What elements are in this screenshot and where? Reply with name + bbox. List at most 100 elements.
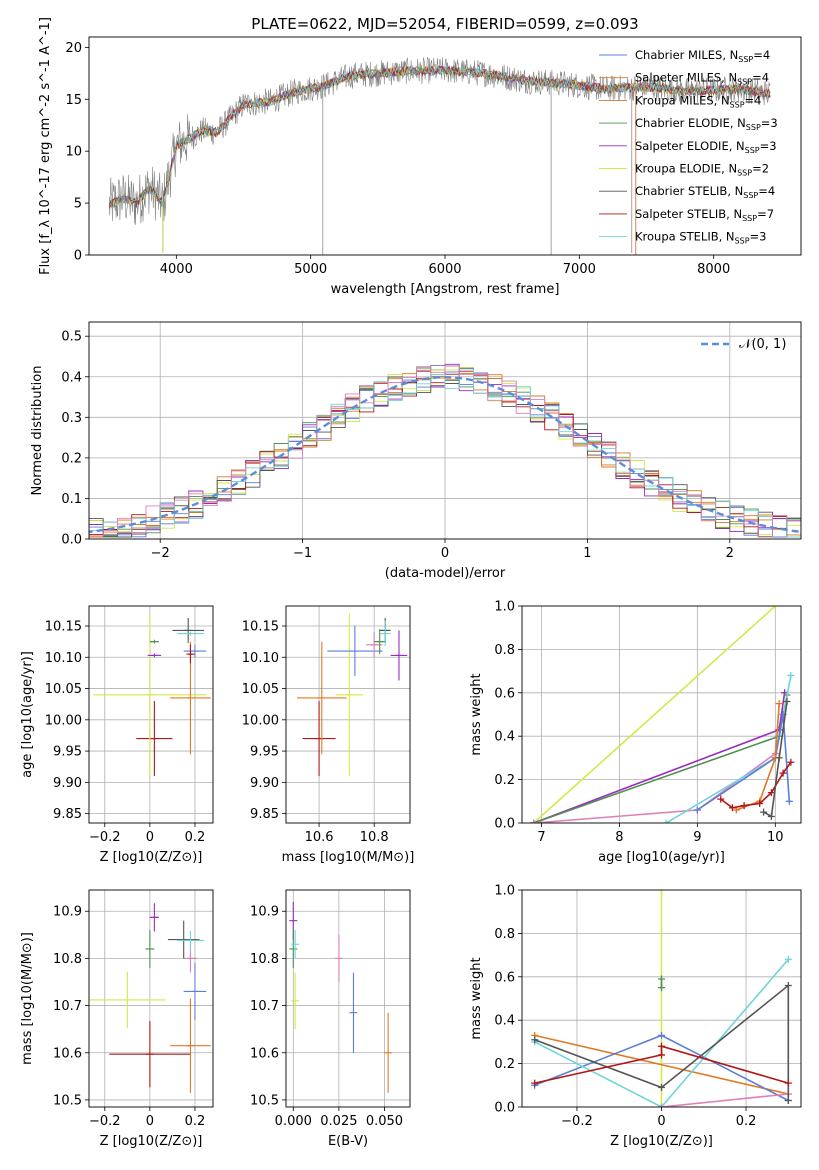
legend-label: Chabrier ELODIE, NSSP=3 bbox=[635, 116, 778, 132]
y-tick-label: 0.2 bbox=[61, 451, 82, 466]
weight-marker bbox=[784, 955, 792, 963]
y-tick-label: 9.85 bbox=[53, 807, 82, 822]
y-tick-label: 10.9 bbox=[250, 905, 279, 920]
model-line-kroupa-stelib bbox=[108, 64, 771, 209]
plot-area-age_vs_mass bbox=[286, 606, 410, 823]
weight-line bbox=[534, 1034, 789, 1095]
weight-marker bbox=[717, 795, 725, 803]
legend-label: Salpeter MILES, NSSP=4 bbox=[635, 71, 769, 87]
weight-marker bbox=[658, 1051, 665, 1059]
x-tick-label: 8000 bbox=[697, 262, 730, 277]
y-tick-label: 0.4 bbox=[494, 1014, 515, 1029]
axes-age_vs_Z: −0.2 0 0.2 9.85 9.90 9.95 10.00 10.05 10.10 10.15… bbox=[20, 605, 214, 865]
weight-marker bbox=[784, 1079, 792, 1087]
plot-area-weight_vs_age bbox=[522, 606, 801, 823]
y-tick-label: 10.7 bbox=[250, 999, 279, 1014]
x-tick-label: 7000 bbox=[563, 262, 596, 277]
axes-frame bbox=[88, 889, 214, 1108]
legend-label: Chabrier MILES, NSSP=4 bbox=[635, 48, 770, 64]
normal-legend-label: 𝒩(0, 1) bbox=[739, 337, 786, 352]
x-axis-label: age [log10(age/yr)] bbox=[598, 850, 725, 865]
weight-marker bbox=[658, 984, 665, 992]
x-tick-label: 5000 bbox=[294, 262, 327, 277]
weight-marker bbox=[531, 1036, 539, 1044]
y-tick-label: 0 bbox=[74, 249, 82, 264]
weight-line bbox=[534, 983, 790, 1101]
weight-marker bbox=[658, 1031, 665, 1039]
axes-frame bbox=[521, 889, 802, 1108]
weight-line bbox=[534, 958, 789, 1107]
y-tick-label: 10 bbox=[65, 145, 82, 160]
y-tick-label: 0.6 bbox=[494, 686, 515, 701]
weight-marker bbox=[658, 1083, 665, 1091]
y-tick-label: 10.15 bbox=[242, 620, 279, 635]
y-tick-label: 9.90 bbox=[250, 776, 279, 791]
x-axis-label: Z [log10(Z/Z⊙)] bbox=[100, 1134, 203, 1149]
y-tick-label: 0.5 bbox=[61, 330, 82, 345]
y-axis-label: Normed distribution bbox=[30, 366, 45, 496]
y-tick-label: 10.5 bbox=[53, 1093, 82, 1108]
x-tick-label: 0 bbox=[146, 1114, 154, 1129]
weight-marker bbox=[658, 975, 665, 983]
axes-frame bbox=[88, 605, 214, 824]
plot-area-residuals bbox=[89, 322, 801, 539]
legend-label: Kroupa ELODIE, NSSP=2 bbox=[635, 162, 769, 178]
y-tick-label: 10.15 bbox=[45, 620, 82, 635]
y-tick-label: 0.4 bbox=[61, 370, 82, 385]
normal-curve bbox=[89, 375, 801, 534]
weight-marker bbox=[760, 808, 768, 816]
weight-line bbox=[736, 703, 780, 811]
plot-area-age_vs_Z bbox=[89, 606, 213, 823]
y-tick-label: 15 bbox=[65, 93, 82, 108]
plot-area-mass_vs_Z bbox=[89, 890, 213, 1107]
axes-weight_vs_Z: −0.2 0 0.2 0.0 0.2 0.4 0.6 0.8 1.0 Z [log10(Z/Z⊙)… bbox=[469, 884, 802, 1149]
spectrum-legend: Chabrier MILES, NSSP=4 Salpeter MILES, NS… bbox=[599, 48, 778, 246]
y-tick-label: 10.6 bbox=[53, 1046, 82, 1061]
weight-line bbox=[696, 714, 791, 811]
y-tick-label: 10.5 bbox=[250, 1093, 279, 1108]
weight-line bbox=[533, 694, 788, 823]
axes-frame bbox=[88, 321, 802, 540]
legend-label: Kroupa STELIB, NSSP=3 bbox=[635, 230, 766, 246]
x-tick-label: 4000 bbox=[160, 262, 193, 277]
weight-marker bbox=[775, 700, 783, 708]
axes-age_vs_mass: 10.6 10.8 9.85 9.90 9.95 10.00 10.05 10.10 10.15… bbox=[242, 605, 414, 865]
x-tick-label: −0.2 bbox=[561, 1114, 593, 1129]
axes-weight_vs_age: 7 8 9 10 0.0 0.2 0.4 0.6 0.8 1.0 age [log10(age/yr… bbox=[469, 600, 802, 865]
weight-marker bbox=[787, 671, 795, 679]
x-tick-label: 0 bbox=[441, 546, 449, 561]
x-tick-label: 0.025 bbox=[320, 1114, 357, 1129]
axes-frame bbox=[88, 36, 802, 256]
model-line-salpeter-stelib bbox=[108, 65, 771, 209]
y-tick-label: 0.0 bbox=[494, 1101, 515, 1116]
x-axis-label: E(B-V) bbox=[328, 1134, 368, 1149]
x-axis-label: Z [log10(Z/Z⊙)] bbox=[100, 850, 203, 865]
weight-marker bbox=[784, 981, 792, 989]
y-axis-label: mass weight bbox=[469, 673, 484, 755]
weight-marker bbox=[767, 812, 775, 820]
y-tick-label: 10.05 bbox=[45, 682, 82, 697]
x-tick-label: 0 bbox=[146, 830, 154, 845]
x-tick-label: 1 bbox=[583, 546, 591, 561]
weight-line bbox=[533, 752, 776, 823]
weight-marker bbox=[771, 606, 779, 610]
weight-line bbox=[763, 701, 788, 818]
y-tick-label: 10.00 bbox=[45, 713, 82, 728]
y-tick-label: 10.7 bbox=[53, 999, 82, 1014]
x-tick-label: −1 bbox=[293, 546, 312, 561]
weight-marker bbox=[531, 1079, 539, 1087]
y-tick-label: 10.6 bbox=[250, 1046, 279, 1061]
y-tick-label: 10.10 bbox=[242, 651, 279, 666]
weight-marker bbox=[658, 890, 665, 894]
plot-area-spectrum bbox=[108, 56, 771, 255]
x-tick-label: 0 bbox=[657, 1114, 665, 1129]
weight-marker bbox=[785, 797, 793, 805]
x-tick-label: 8 bbox=[615, 830, 623, 845]
axes-frame bbox=[285, 889, 411, 1108]
y-tick-label: 20 bbox=[65, 41, 82, 56]
axes-mass_vs_EBV: 0.000 0.025 0.050 10.5 10.6 10.7 10.8 10.9 E(B-V… bbox=[250, 889, 411, 1149]
y-tick-label: 10.05 bbox=[242, 682, 279, 697]
axes-mass_vs_Z: −0.2 0 0.2 10.5 10.6 10.7 10.8 10.9 Z [log10(Z/Z… bbox=[20, 889, 214, 1149]
x-tick-label: 0.2 bbox=[185, 830, 206, 845]
axes-frame bbox=[521, 605, 802, 824]
